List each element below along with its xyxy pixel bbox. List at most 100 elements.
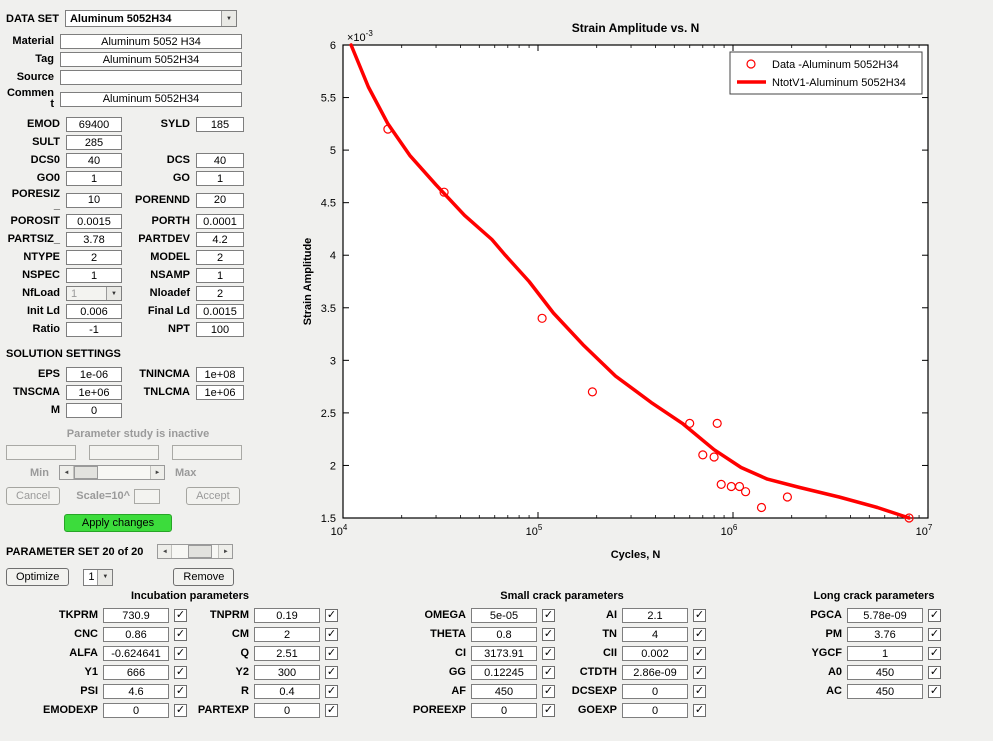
param-checkbox-cii[interactable]: ✓ [693,647,706,660]
param-input-pm[interactable] [847,627,923,642]
material-input-ntype[interactable] [66,250,122,265]
param-checkbox-partexp[interactable]: ✓ [325,704,338,717]
material-input-dcs[interactable] [196,153,244,168]
material-input-init-ld[interactable] [66,304,122,319]
material-input-sult[interactable] [66,135,122,150]
param-input-dcsexp[interactable] [622,684,688,699]
param-checkbox-ac[interactable]: ✓ [928,685,941,698]
param-checkbox-gg[interactable]: ✓ [542,666,555,679]
param-input-omega[interactable] [471,608,537,623]
material-input-partdev[interactable] [196,232,244,247]
param-input-af[interactable] [471,684,537,699]
solution-input-eps[interactable] [66,367,122,382]
material-input-npt[interactable] [196,322,244,337]
param-checkbox-pgca[interactable]: ✓ [928,609,941,622]
field-input-source[interactable] [60,70,242,85]
material-input-nloadef[interactable] [196,286,244,301]
dropdown-arrow-icon[interactable]: ▼ [97,569,113,585]
solution-input-m[interactable] [66,403,122,418]
param-input-psi[interactable] [103,684,169,699]
param-checkbox-goexp[interactable]: ✓ [693,704,706,717]
material-input-nspec[interactable] [66,268,122,283]
param-input-ai[interactable] [622,608,688,623]
material-input-syld[interactable] [196,117,244,132]
param-checkbox-pm[interactable]: ✓ [928,628,941,641]
param-input-theta[interactable] [471,627,537,642]
param-input-ygcf[interactable] [847,646,923,661]
param-input-cm[interactable] [254,627,320,642]
solution-input-tnlcma[interactable] [196,385,244,400]
param-checkbox-cnc[interactable]: ✓ [174,628,187,641]
param-checkbox-af[interactable]: ✓ [542,685,555,698]
parameter-set-slider[interactable]: ◄ ► [157,544,234,559]
param-input-r[interactable] [254,684,320,699]
param-checkbox-dcsexp[interactable]: ✓ [693,685,706,698]
param-input-ctdth[interactable] [622,665,688,680]
solution-input-tnincma[interactable] [196,367,244,382]
param-checkbox-theta[interactable]: ✓ [542,628,555,641]
material-input-porth[interactable] [196,214,244,229]
material-input-emod[interactable] [66,117,122,132]
param-checkbox-r[interactable]: ✓ [325,685,338,698]
param-input-alfa[interactable] [103,646,169,661]
param-checkbox-alfa[interactable]: ✓ [174,647,187,660]
material-input-go[interactable] [196,171,244,186]
param-checkbox-cm[interactable]: ✓ [325,628,338,641]
param-checkbox-tkprm[interactable]: ✓ [174,609,187,622]
field-input-material[interactable] [60,34,242,49]
field-input-comment[interactable] [60,91,242,107]
param-input-ac[interactable] [847,684,923,699]
param-input-tkprm[interactable] [103,608,169,623]
param-input-gg[interactable] [471,665,537,680]
param-input-q[interactable] [254,646,320,661]
nspec-select[interactable]: 1 ▼ [83,568,114,586]
slider-left-arrow-icon[interactable]: ◄ [158,545,172,558]
material-input-poresiz[interactable] [66,192,122,208]
param-input-goexp[interactable] [622,703,688,718]
apply-changes-button[interactable]: Apply changes [64,514,172,532]
material-input-partsiz[interactable] [66,232,122,247]
solution-input-tnscma[interactable] [66,385,122,400]
material-input-porennd[interactable] [196,192,244,208]
param-input-emodexp[interactable] [103,703,169,718]
param-checkbox-tn[interactable]: ✓ [693,628,706,641]
param-checkbox-y1[interactable]: ✓ [174,666,187,679]
param-input-cnc[interactable] [103,627,169,642]
material-input-porosit[interactable] [66,214,122,229]
param-input-y2[interactable] [254,665,320,680]
parameter-set-slider-thumb[interactable] [187,545,212,558]
param-checkbox-psi[interactable]: ✓ [174,685,187,698]
parameter-set-slider-track[interactable] [171,545,220,558]
slider-right-arrow-icon[interactable]: ► [219,545,233,558]
param-checkbox-tnprm[interactable]: ✓ [325,609,338,622]
param-input-poreexp[interactable] [471,703,537,718]
material-input-model[interactable] [196,250,244,265]
param-checkbox-emodexp[interactable]: ✓ [174,704,187,717]
param-checkbox-omega[interactable]: ✓ [542,609,555,622]
param-input-tn[interactable] [622,627,688,642]
material-input-dcs0[interactable] [66,153,122,168]
param-checkbox-ci[interactable]: ✓ [542,647,555,660]
material-input-nsamp[interactable] [196,268,244,283]
material-input-ratio[interactable] [66,322,122,337]
param-checkbox-y2[interactable]: ✓ [325,666,338,679]
param-checkbox-a0[interactable]: ✓ [928,666,941,679]
dataset-select[interactable]: Aluminum 5052H34 ▼ [64,10,237,27]
field-input-tag[interactable] [60,52,242,67]
param-checkbox-ygcf[interactable]: ✓ [928,647,941,660]
param-checkbox-q[interactable]: ✓ [325,647,338,660]
param-input-partexp[interactable] [254,703,320,718]
param-checkbox-ai[interactable]: ✓ [693,609,706,622]
param-input-y1[interactable] [103,665,169,680]
dropdown-arrow-icon[interactable]: ▼ [220,11,236,26]
optimize-button[interactable]: Optimize [6,568,70,586]
material-input-final-ld[interactable] [196,304,244,319]
param-input-pgca[interactable] [847,608,923,623]
param-input-ci[interactable] [471,646,537,661]
remove-button[interactable]: Remove [173,568,235,586]
param-input-tnprm[interactable] [254,608,320,623]
param-checkbox-poreexp[interactable]: ✓ [542,704,555,717]
param-checkbox-ctdth[interactable]: ✓ [693,666,706,679]
material-input-go0[interactable] [66,171,122,186]
param-input-a0[interactable] [847,665,923,680]
